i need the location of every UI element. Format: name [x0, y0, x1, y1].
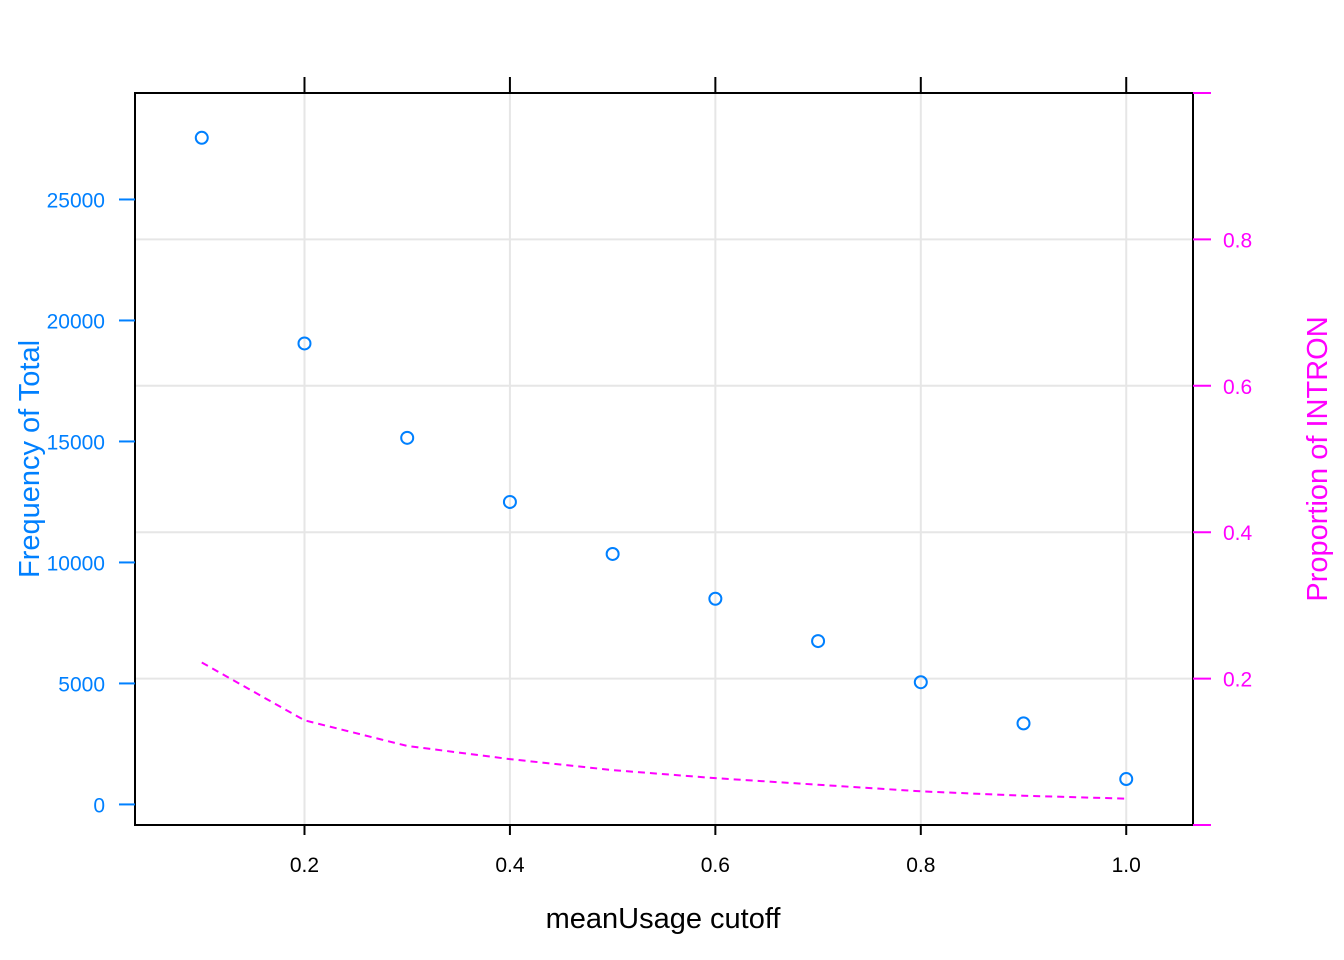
right-y-tick-label: 0.4	[1223, 522, 1253, 545]
x-tick-label: 0.2	[290, 854, 319, 877]
proportion-intron-line	[201, 661, 1127, 800]
x-tick-label: 0.8	[906, 854, 935, 877]
frequency-point	[502, 494, 517, 509]
x-tick-label: 1.0	[1112, 854, 1141, 877]
frequency-point	[1016, 716, 1031, 731]
x-tick-label: 0.4	[495, 854, 525, 877]
left-y-tick-label: 20000	[47, 310, 105, 333]
frequency-point	[913, 675, 928, 690]
series-layer	[194, 130, 1134, 800]
right-y-tick-label: 0.6	[1223, 376, 1252, 399]
x-tick-label: 0.6	[701, 854, 730, 877]
frequency-point	[811, 634, 826, 649]
left-y-tick-label: 25000	[47, 189, 105, 212]
right-y-tick-label: 0.2	[1223, 669, 1252, 692]
frequency-point	[297, 336, 312, 351]
frequency-point	[194, 130, 209, 145]
frequency-point	[1119, 772, 1134, 787]
grid-lines	[135, 93, 1193, 825]
axes-layer: 0.2 0.4 0.6 0.8 1.0 0.2 0.4 0.6 0.8 0 5000 10000 150…	[47, 77, 1253, 877]
left-y-tick-label: 15000	[47, 431, 105, 454]
plot-frame	[134, 92, 1194, 826]
right-y-tick-label: 0.8	[1223, 229, 1252, 252]
x-axis-title: meanUsage cutoff	[546, 903, 782, 935]
left-y-tick-label: 10000	[47, 552, 105, 575]
frequency-point	[605, 546, 620, 561]
frequency-point	[400, 430, 415, 445]
left-y-tick-label: 5000	[58, 673, 105, 696]
left-y-axis-title: Frequency of Total	[14, 340, 46, 578]
frequency-point	[708, 591, 723, 606]
right-y-axis-title: Proportion of INTRON	[1302, 316, 1334, 601]
left-y-tick-label: 0	[93, 794, 105, 817]
